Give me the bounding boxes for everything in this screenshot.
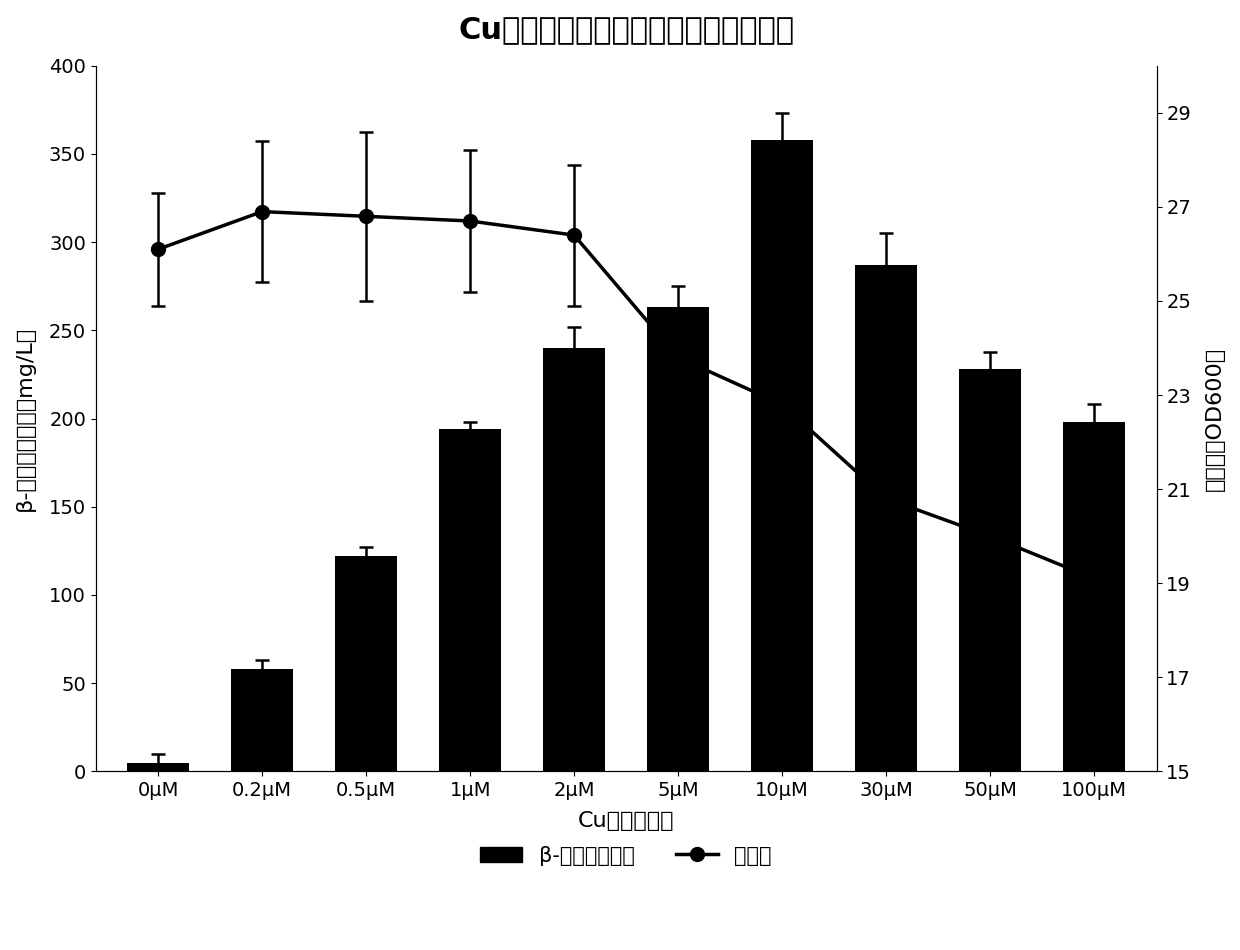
Bar [751, 140, 813, 771]
Title: Cu离子浓度对菌产色素及生物量的影响: Cu离子浓度对菌产色素及生物量的影响 [458, 15, 794, 44]
Bar [647, 308, 709, 771]
Bar [126, 763, 190, 771]
Bar [335, 556, 397, 771]
Legend: β-胡萝卜素产量, 生物量: β-胡萝卜素产量, 生物量 [472, 837, 780, 874]
Y-axis label: 生物量（OD600）: 生物量（OD600） [1205, 347, 1225, 490]
Bar [1063, 422, 1126, 771]
Bar [959, 370, 1022, 771]
X-axis label: Cu离子终浓度: Cu离子终浓度 [578, 811, 675, 831]
Y-axis label: β-胡萝卜素产量（mg/L）: β-胡萝卜素产量（mg/L） [15, 326, 35, 511]
Bar [231, 669, 294, 771]
Bar [439, 429, 501, 771]
Bar [854, 265, 918, 771]
Bar [543, 348, 605, 771]
